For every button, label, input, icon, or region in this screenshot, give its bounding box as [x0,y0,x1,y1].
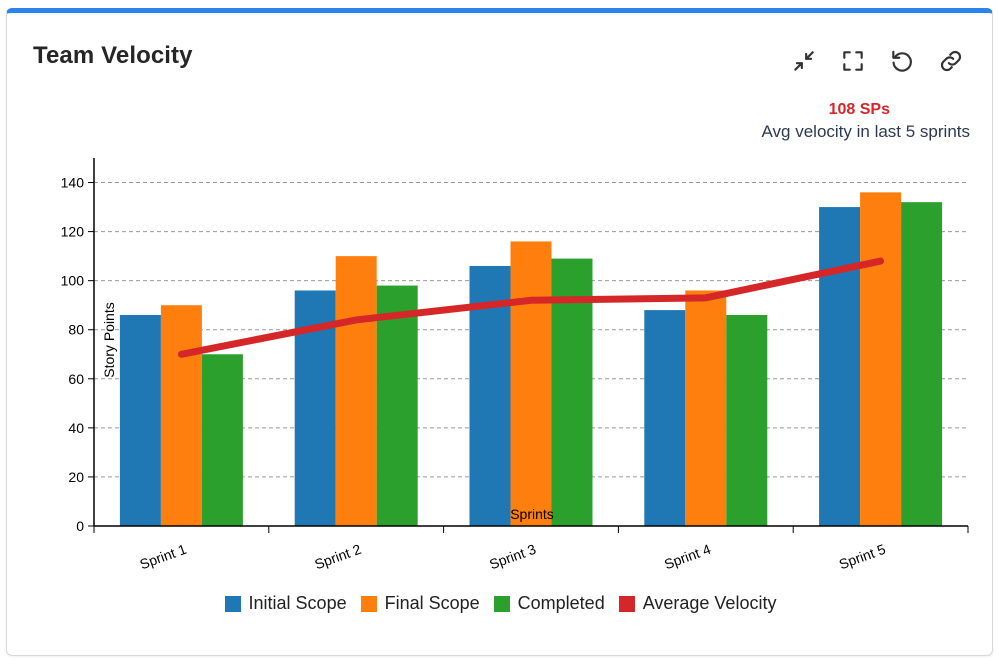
x-tick-label: Sprint 2 [312,541,363,573]
bar-final-scope [160,305,202,526]
y-tick-label: 100 [61,273,85,289]
y-tick-label: 140 [61,175,85,191]
link-icon [940,50,961,71]
legend-item-average-velocity[interactable]: Average Velocity [618,593,777,614]
kpi-value: 108 SPs [828,101,890,118]
velocity-chart: 0 20 40 60 80 100 120 140 Sprint 1 Sprint 2 Sprint… [61,158,969,573]
y-tick-label: 40 [68,420,84,436]
bar-completed [901,202,943,526]
legend-label: Final Scope [384,593,480,613]
legend-item-initial-scope[interactable]: Initial Scope [224,593,347,614]
legend-label: Completed [517,593,605,613]
bar-completed [201,354,243,526]
minimize-button[interactable] [786,43,821,78]
average-velocity-line [177,257,885,358]
legend-item-completed[interactable]: Completed [493,593,605,614]
velocity-widget: Team Velocity 108 [6,8,993,656]
minimize-icon [793,50,814,71]
bar-final-scope [860,192,902,526]
x-tick-label: Sprint 5 [837,541,888,573]
widget-toolbar [786,43,968,78]
legend-swatch [224,595,241,612]
legend-swatch [493,595,510,612]
x-axis-title: Sprints [510,506,554,522]
bar-final-scope [335,256,377,526]
bar-final-scope [510,241,552,526]
legend-swatch [618,595,635,612]
chart-legend: Initial Scope Final Scope Completed Average… [7,593,994,614]
link-button[interactable] [933,43,968,78]
y-tick-label: 60 [68,371,84,387]
bar-completed [376,285,418,526]
bar-completed [726,315,768,526]
y-axis-title: Story Points [101,302,117,377]
refresh-icon [891,50,912,72]
x-tick-label: Sprint 1 [138,541,189,573]
fullscreen-button[interactable] [835,43,870,78]
y-tick-label: 20 [68,469,84,485]
legend-item-final-scope[interactable]: Final Scope [360,593,480,614]
bar-initial-scope [119,315,161,526]
bar-initial-scope [644,310,686,526]
refresh-button[interactable] [884,43,919,78]
widget-title: Team Velocity [33,42,193,69]
y-tick-label: 120 [61,224,85,240]
x-tick-label: Sprint 3 [487,541,538,573]
legend-label: Initial Scope [248,593,347,613]
bar-initial-scope [819,207,861,527]
legend-label: Average Velocity [642,593,777,613]
legend-swatch [360,595,377,612]
fullscreen-icon [842,50,863,71]
kpi-caption: Avg velocity in last 5 sprints [761,122,971,141]
velocity-kpi: 108 SPs Avg velocity in last 5 sprints [762,99,971,143]
y-tick-label: 0 [76,518,84,534]
bar-final-scope [685,290,727,526]
y-tick-label: 80 [68,322,84,338]
x-tick-label: Sprint 4 [662,541,713,573]
